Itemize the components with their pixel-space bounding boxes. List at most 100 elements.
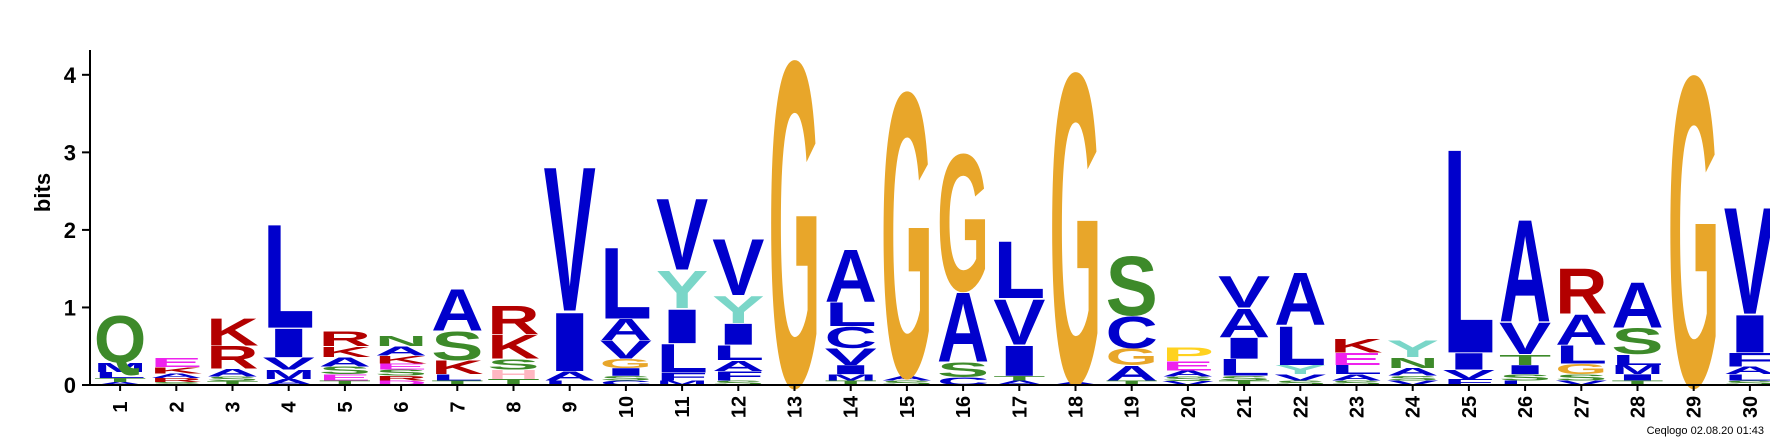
position-label-15: 15	[897, 396, 919, 418]
stack-position-13: G	[768, 0, 820, 441]
residue-T-pos-8: T	[487, 377, 539, 387]
residue-I-pos-12: I	[712, 318, 764, 352]
stack-position-29: G	[1668, 0, 1720, 441]
residue-L-pos-10: L	[600, 226, 652, 340]
position-label-8: 8	[504, 401, 526, 412]
residue-R-pos-27: R	[1555, 255, 1607, 328]
residue-F-pos-30: F	[1724, 349, 1770, 371]
y-tick-label-2: 2	[64, 218, 76, 243]
residue-A-pos-10: A	[600, 313, 652, 347]
residue-A-pos-15: A	[881, 375, 933, 382]
residue-T-pos-3: T	[206, 380, 258, 386]
residue-I-pos-21: I	[1218, 331, 1270, 365]
residue-V-pos-24: V	[1387, 379, 1439, 386]
residue-A-pos-17: A	[993, 379, 1045, 386]
position-label-1: 1	[110, 401, 132, 412]
residue-S-pos-21: S	[1218, 375, 1270, 382]
residue-I-pos-17: I	[993, 337, 1045, 385]
residue-G-pos-27: G	[1555, 361, 1607, 378]
position-label-21: 21	[1234, 396, 1256, 418]
residue-T-pos-17: T	[993, 374, 1045, 381]
residue-K-pos-8: K	[487, 328, 539, 366]
residue-A-pos-14: A	[825, 233, 877, 318]
residue-G-pos-18: G	[1049, 0, 1101, 441]
residue-I-pos-4: I	[263, 320, 315, 366]
position-label-22: 22	[1290, 396, 1312, 418]
residue-V-pos-14: V	[825, 344, 878, 370]
residue-E-pos-6: E	[375, 362, 427, 372]
y-tick-label-1: 1	[64, 295, 76, 320]
residue-A-pos-12: A	[712, 358, 764, 375]
residue-Y-pos-11: Y	[656, 260, 708, 320]
residue-L-pos-9: L	[544, 379, 596, 386]
residue-V-pos-10: V	[600, 336, 652, 365]
position-label-6: 6	[391, 401, 413, 412]
position-label-30: 30	[1740, 396, 1762, 418]
x-axis: 1 2 3 4 5 6 7 8 9 10 11 12 13 14 15 16 17 18 19 20 21 22 23 24 2…	[90, 384, 1770, 418]
y-tick-label-4: 4	[64, 63, 77, 88]
residue-A-pos-2: A	[150, 372, 202, 379]
residue-L-pos-4: L	[263, 193, 315, 360]
residue-V-pos-9: V	[544, 124, 596, 355]
stack-position-15: SAG	[881, 7, 933, 441]
residue-V-pos-4: V	[263, 354, 315, 373]
residue-R-pos-5: R	[319, 327, 371, 351]
residue-S-pos-3: S	[206, 375, 258, 382]
residue-S-pos-28: S	[1611, 321, 1663, 362]
residue-I-pos-25: I	[1443, 348, 1495, 374]
position-label-9: 9	[560, 401, 582, 412]
residue-T-pos-19: T	[1106, 379, 1158, 386]
residue-I-pos-9: I	[544, 295, 596, 389]
residue-Q-pos-1: Q	[94, 303, 146, 378]
residue-S-pos-15: S	[881, 379, 933, 386]
residue-I-pos-10: I	[600, 366, 652, 378]
residue-L-pos-26: L	[1499, 379, 1551, 386]
residue-V-pos-12: V	[712, 222, 764, 312]
position-label-19: 19	[1122, 396, 1144, 418]
residue-Y-pos-12: Y	[712, 288, 764, 331]
residue-K-pos-3: K	[206, 311, 258, 354]
residue-L-pos-21: L	[1218, 355, 1270, 381]
residue-A-pos-28: A	[1611, 269, 1663, 342]
position-label-10: 10	[616, 396, 638, 418]
residue-L-pos-23: L	[1330, 363, 1382, 377]
residue-A-pos-4: A	[263, 377, 315, 387]
residue-S-pos-19: S	[1106, 241, 1158, 334]
residue-I-pos-28: I	[1611, 373, 1663, 383]
residue-S-pos-23: S	[1330, 379, 1382, 386]
residue-L-pos-22: L	[1274, 315, 1326, 377]
position-label-29: 29	[1684, 396, 1706, 418]
residue-S-pos-26: S	[1499, 373, 1551, 383]
residue-S-pos-22: S	[1274, 379, 1326, 386]
logo-stacks: ATLMQSRAKETSARKAMVILTESAKRDRSEKANTLKSATH…	[94, 0, 1770, 441]
position-label-16: 16	[953, 396, 975, 418]
residue-V-pos-30: V	[1724, 175, 1770, 346]
residue-F-pos-11: F	[656, 371, 708, 383]
residue-A-pos-27: A	[1555, 306, 1607, 355]
residue-L-pos-12: L	[712, 341, 764, 365]
position-label-4: 4	[279, 401, 301, 413]
residue-A-pos-1: A	[94, 381, 146, 386]
residue-E-pos-23: E	[1330, 350, 1382, 369]
footer-credit: Ceqlogo 02.08.20 01:43	[1646, 425, 1764, 437]
residue-R-pos-6: R	[375, 375, 427, 382]
residue-A-pos-20: A	[1162, 369, 1214, 379]
position-label-24: 24	[1403, 395, 1425, 418]
residue-A-pos-24: A	[1387, 366, 1439, 378]
residue-N-pos-24: N	[1387, 355, 1439, 372]
residue-S-pos-20: S	[1162, 375, 1214, 382]
residue-L-pos-1: L	[94, 370, 146, 380]
residue-K-pos-7: K	[431, 357, 483, 379]
residue-R-pos-8: R	[487, 298, 539, 343]
